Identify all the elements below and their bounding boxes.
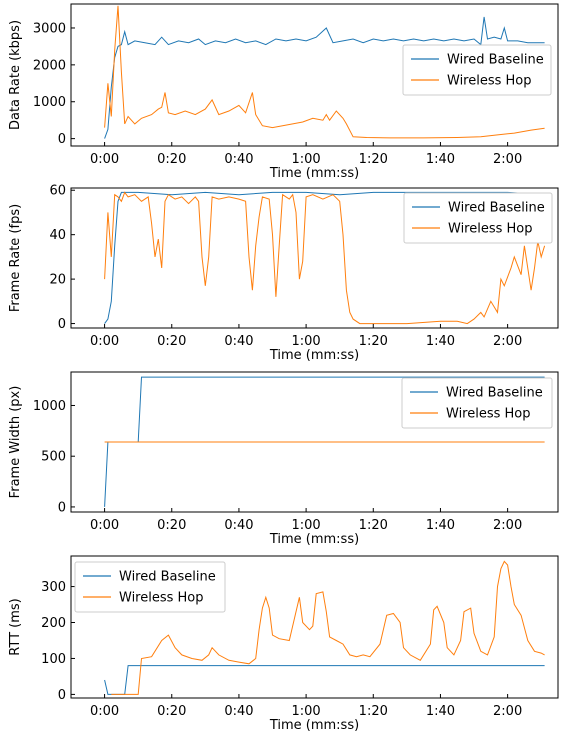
legend: Wired Baseline Wireless Hop [74,561,226,613]
series-line-wireless-hop [104,191,546,325]
y-tick-label: 2000 [33,58,66,73]
series-line-wired-baseline [104,665,545,695]
series-line-wired-baseline [104,16,545,139]
axes-frame [70,555,559,699]
x-tick-label: 0:40 [224,704,253,719]
y-tick-label: 100 [41,652,66,667]
series-line-wireless-hop [111,560,545,695]
x-tick-label: 0:20 [157,704,186,719]
legend: Wired Baseline Wireless Hop [403,192,553,244]
y-tick-label: 300 [41,580,66,595]
x-axis-label: Time (mm:ss) [269,166,359,181]
x-axis-label: Time (mm:ss) [269,718,359,733]
y-tick-label: 0 [58,317,66,332]
legend-label: Wired Baseline [119,570,216,585]
legend-box [402,44,552,96]
series-line-wireless-hop [104,5,545,139]
x-tick-label: 0:40 [224,152,253,167]
y-axis-label: Frame Width (px) [8,386,23,499]
x-tick-label: 1:40 [426,152,455,167]
x-tick-label: 1:40 [426,518,455,533]
y-tick-label: 60 [49,184,66,199]
y-axis-label: Frame Rate (fps) [8,204,23,312]
x-tick-label: 1:00 [292,518,321,533]
legend-label: Wired Baseline [446,386,543,401]
y-tick-label: 1000 [33,95,66,110]
y-tick-label: 200 [41,616,66,631]
x-tick-label: 0:00 [90,334,119,349]
x-axis-label: Time (mm:ss) [269,348,359,363]
chart-panel-3: 0:00 0:20 0:40 1:00 1:20 1:40 2:00 0 500 1000 Time… [8,371,559,547]
legend-label: Wireless Hop [447,74,532,89]
chart-panel-1: 0:00 0:20 0:40 1:00 1:20 1:40 2:00 0 1000 2000 300… [8,3,559,181]
x-tick-label: 1:00 [292,334,321,349]
x-tick-label: 1:20 [359,334,388,349]
legend-label: Wireless Hop [448,222,533,237]
legend-box [401,377,553,429]
x-tick-label: 0:20 [157,152,186,167]
x-tick-label: 2:00 [493,704,522,719]
x-tick-label: 2:00 [493,334,522,349]
x-tick-label: 0:40 [224,334,253,349]
y-tick-label: 500 [41,450,66,465]
x-tick-label: 0:00 [90,518,119,533]
legend: Wired Baseline Wireless Hop [402,44,552,96]
x-tick-label: 0:20 [157,334,186,349]
y-tick-label: 20 [49,273,66,288]
legend-box [403,192,553,244]
y-axis-label: RTT (ms) [8,598,23,655]
axes-frame [70,371,559,513]
series-line-wired-baseline [104,191,545,324]
x-tick-label: 0:00 [90,704,119,719]
chart-panel-4: 0:00 0:20 0:40 1:00 1:20 1:40 2:00 0 100 200 300 Ti… [8,555,559,733]
legend: Wired Baseline Wireless Hop [401,377,553,429]
x-tick-label: 1:00 [292,704,321,719]
x-tick-label: 1:00 [292,152,321,167]
legend-label: Wireless Hop [119,591,204,606]
chart-panel-2: 0:00 0:20 0:40 1:00 1:20 1:40 2:00 0 20 40 60 Time … [8,184,559,363]
legend-label: Wired Baseline [447,53,544,68]
x-tick-label: 0:40 [224,518,253,533]
x-tick-label: 1:20 [359,704,388,719]
axes-frame [70,3,559,147]
x-tick-label: 1:20 [359,518,388,533]
x-tick-label: 2:00 [493,518,522,533]
y-axis-label: Data Rate (kbps) [8,20,23,130]
legend-label: Wireless Hop [446,407,531,422]
y-tick-label: 3000 [33,21,66,36]
y-tick-label: 0 [58,688,66,703]
x-tick-label: 1:40 [426,334,455,349]
y-tick-label: 0 [58,132,66,147]
axes-frame [70,187,559,329]
legend-label: Wired Baseline [448,201,545,216]
x-tick-label: 0:20 [157,518,186,533]
y-tick-label: 1000 [33,399,66,414]
x-tick-label: 2:00 [493,152,522,167]
y-tick-label: 40 [49,228,66,243]
legend-box [74,561,226,613]
x-tick-label: 1:40 [426,704,455,719]
x-axis-label: Time (mm:ss) [269,532,359,547]
x-tick-label: 1:20 [359,152,388,167]
x-tick-label: 0:00 [90,152,119,167]
y-tick-label: 0 [58,500,66,515]
